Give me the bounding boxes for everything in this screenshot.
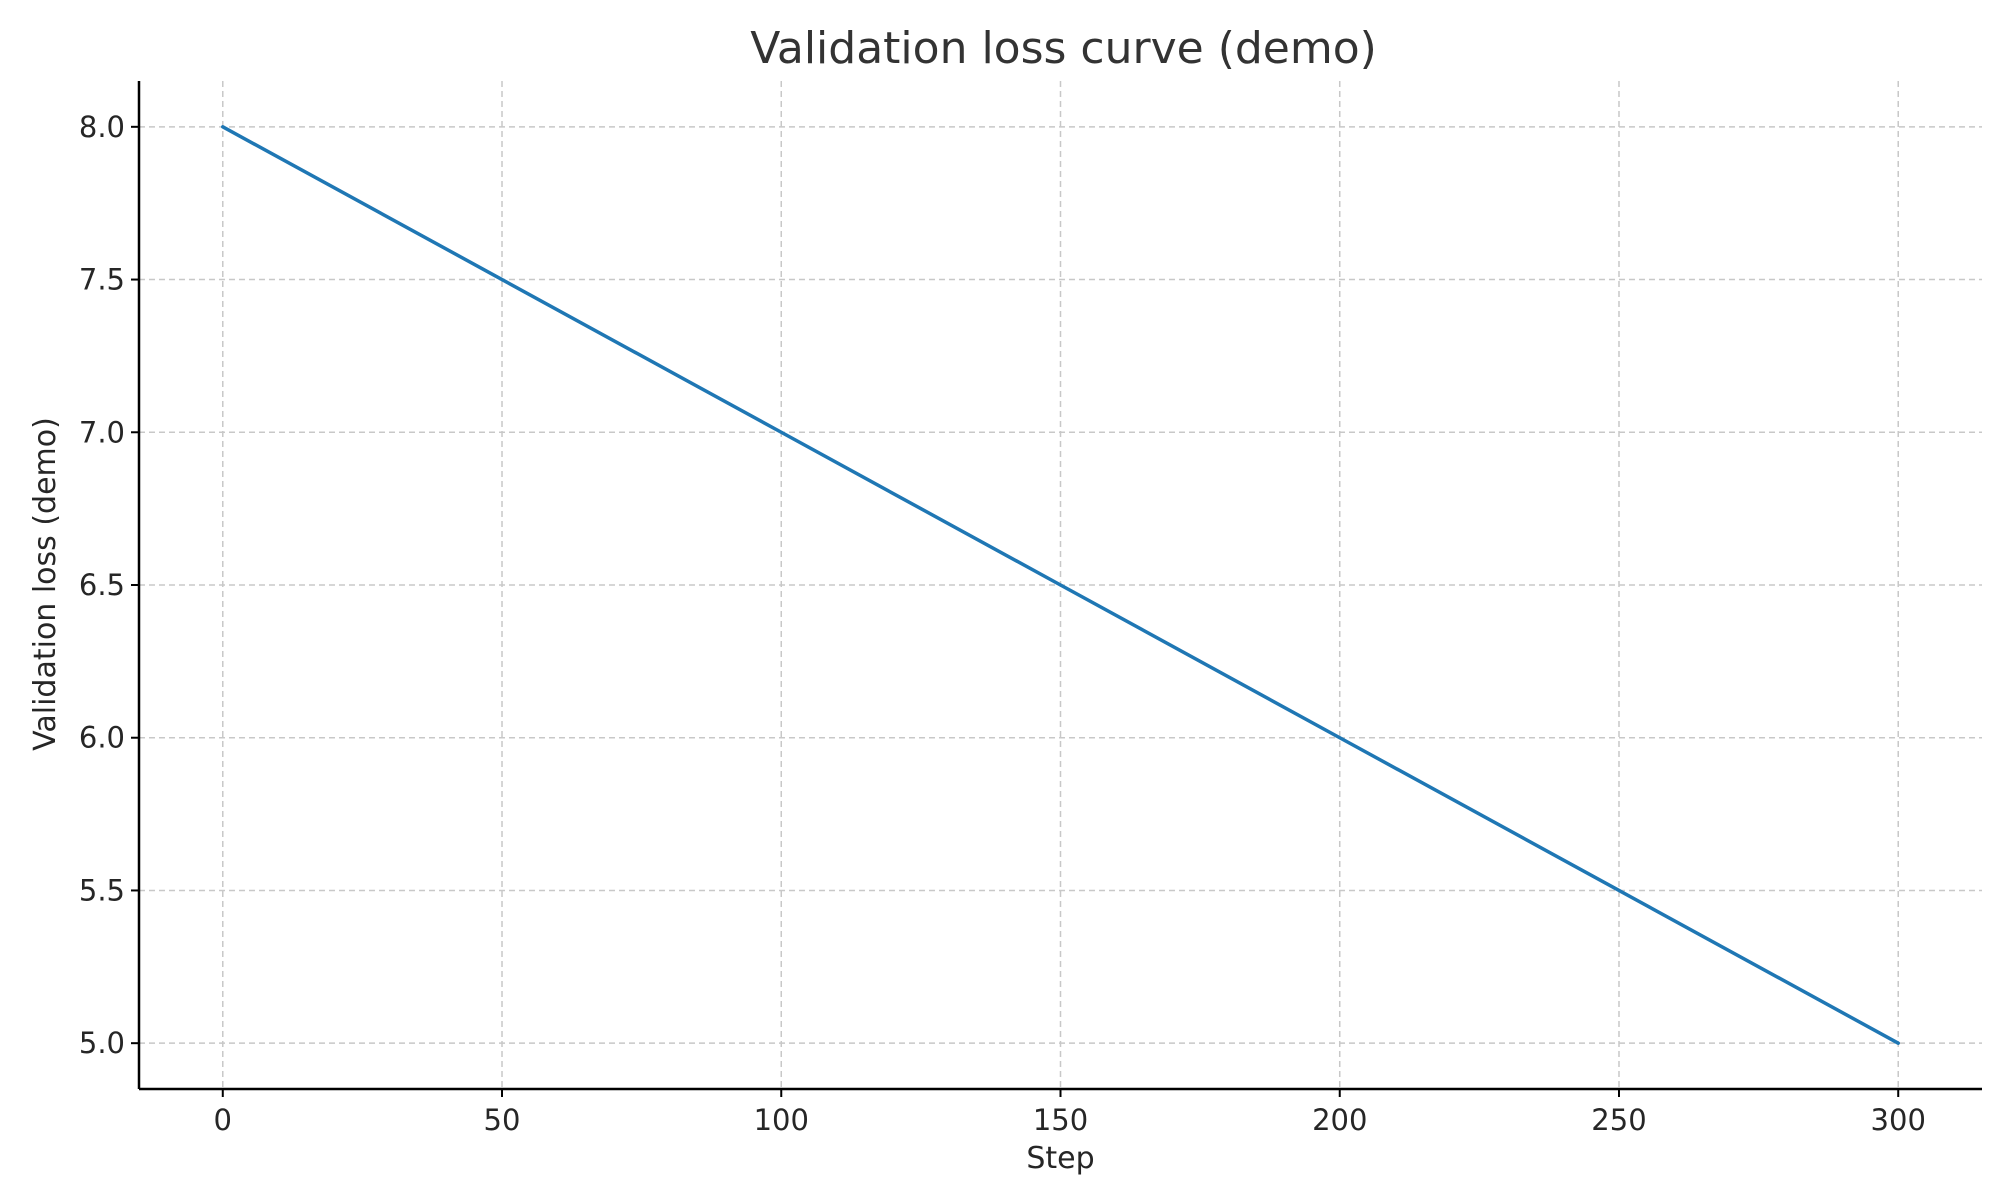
chart-title: Validation loss curve (demo) <box>750 23 1377 74</box>
y-tick-label: 7.0 <box>79 415 125 449</box>
x-tick-label: 300 <box>1871 1103 1926 1137</box>
y-tick-label: 8.0 <box>79 110 125 144</box>
y-tick-label: 5.0 <box>79 1026 125 1060</box>
y-tick-label: 6.5 <box>79 568 125 602</box>
x-tick-label: 100 <box>754 1103 809 1137</box>
x-tick-label: 150 <box>1033 1103 1088 1137</box>
x-tick-label: 0 <box>214 1103 232 1137</box>
x-tick-label: 250 <box>1591 1103 1646 1137</box>
x-axis-title: Step <box>1026 1141 1094 1176</box>
series-line <box>221 125 1900 1045</box>
y-tick-label: 6.0 <box>79 721 125 755</box>
series <box>221 125 1900 1045</box>
y-tick-label: 7.5 <box>79 263 125 297</box>
y-tick-label: 5.5 <box>79 873 125 907</box>
y-axis-title: Validation loss (demo) <box>28 417 63 751</box>
x-tick-label: 50 <box>484 1103 521 1137</box>
x-tick-label: 200 <box>1312 1103 1367 1137</box>
ticks: 0 50 100 150 200 250 300 5.0 5.5 6.0 6.5 7.0 7.5 8.0 <box>79 110 1926 1137</box>
